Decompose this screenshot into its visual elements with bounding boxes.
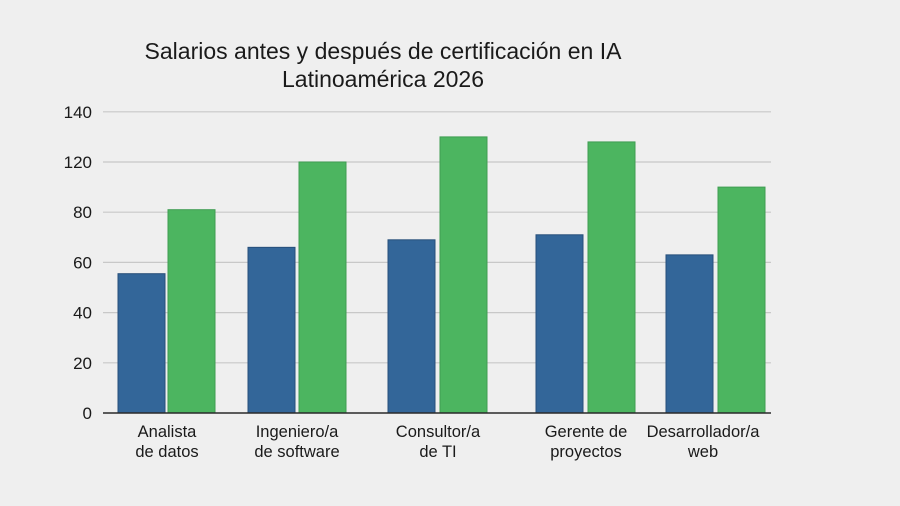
bar-antes [117, 273, 166, 414]
x-tick-label: de software [254, 443, 339, 461]
y-tick-label: 140 [64, 103, 92, 122]
bar-antes [535, 234, 584, 414]
x-tick-label: web [687, 443, 718, 461]
x-tick-label: Desarrollador/a [647, 423, 761, 441]
y-tick-label: 20 [73, 354, 92, 373]
bar-despues [298, 161, 347, 414]
x-tick-label: de datos [135, 443, 198, 461]
bar-despues [717, 186, 766, 414]
bar-despues [167, 209, 216, 414]
y-tick-label: 120 [64, 153, 92, 172]
chart-subtitle: Latinoamérica 2026 [281, 66, 485, 92]
x-tick-label: Consultor/a [396, 423, 481, 441]
x-tick-label: de TI [419, 443, 456, 461]
y-tick-label: 0 [83, 404, 92, 423]
x-tick-label: Ingeniero/a [256, 423, 339, 441]
bar-despues [587, 141, 636, 414]
x-tick-label: Gerente de [545, 423, 628, 441]
x-tick-label: proyectos [550, 443, 622, 461]
chart-title: Salarios antes y después de certificació… [144, 38, 622, 64]
y-tick-label: 40 [73, 304, 92, 323]
y-tick-label: 80 [73, 203, 92, 222]
y-tick-label: 60 [73, 253, 92, 272]
x-tick-label: Analista [138, 423, 198, 441]
bar-antes [247, 246, 296, 414]
bar-despues [439, 136, 488, 414]
bar-antes [387, 239, 436, 414]
bar-antes [665, 254, 714, 414]
